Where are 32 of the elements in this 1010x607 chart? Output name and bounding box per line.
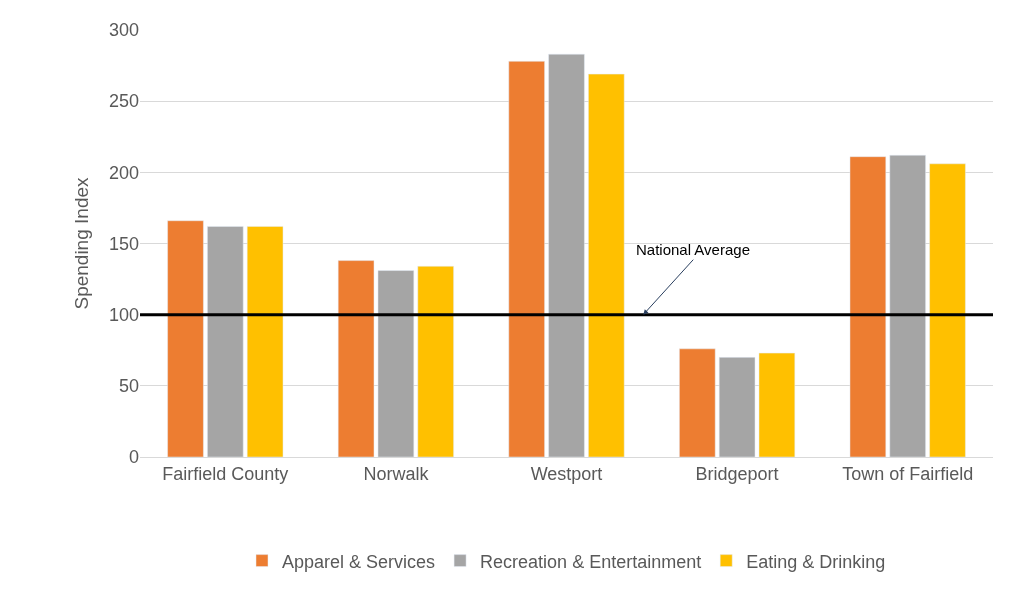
bar	[337, 260, 375, 457]
x-tick-label: Norwalk	[363, 463, 430, 484]
y-tick-label: 300	[108, 20, 139, 41]
y-tick-label: 0	[128, 447, 139, 468]
legend-label: Apparel & Services	[282, 551, 436, 572]
bar	[929, 163, 966, 457]
bar	[417, 266, 454, 457]
bar	[588, 73, 625, 457]
bar	[207, 226, 244, 457]
legend-label: Eating & Drinking	[746, 551, 886, 572]
y-axis-title: Spending Index	[70, 176, 92, 310]
bar	[508, 61, 545, 457]
bar	[758, 352, 796, 457]
x-tick-label: Fairfield County	[162, 463, 289, 484]
y-tick-label: 250	[108, 91, 139, 112]
x-tick-label: Town of Fairfield	[842, 463, 974, 484]
y-tick-label: 200	[108, 162, 139, 183]
bar	[377, 270, 415, 457]
bar	[718, 357, 756, 457]
bar	[679, 348, 716, 457]
x-tick-label: Westport	[530, 463, 603, 484]
bar	[889, 155, 926, 457]
y-tick-label: 150	[108, 233, 139, 254]
x-tick-label: Bridgeport	[695, 463, 779, 484]
ref-line-label: National Average	[636, 241, 750, 258]
bar	[849, 156, 887, 457]
y-tick-label: 100	[108, 304, 139, 325]
bar	[167, 220, 204, 457]
y-tick-label: 50	[118, 376, 139, 397]
bar	[548, 53, 585, 457]
bar	[246, 226, 284, 457]
legend-label: Recreation & Entertainment	[480, 551, 702, 572]
